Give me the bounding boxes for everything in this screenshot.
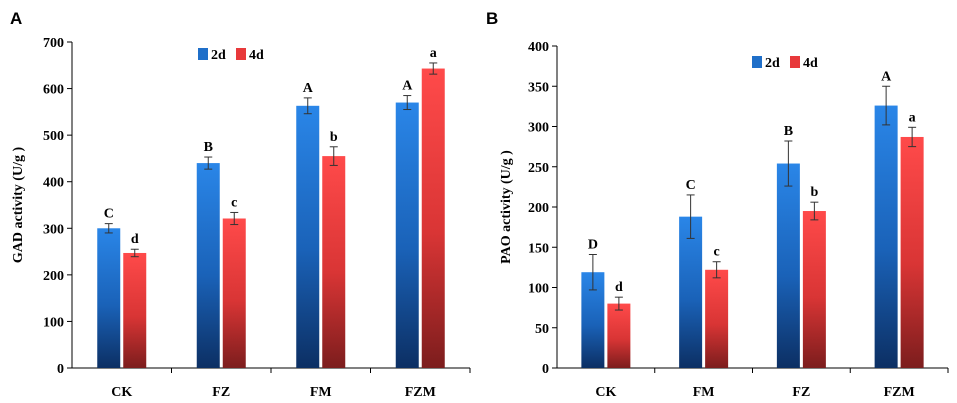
y-tick-label: 250 <box>528 161 549 176</box>
bar-2d-fm <box>296 105 320 368</box>
y-axis-label: GAD activity (U/g ) <box>11 147 26 264</box>
bar-2d-fzm <box>395 102 419 369</box>
significance-label: C <box>686 178 696 193</box>
bar-4d-fm <box>705 269 729 368</box>
x-category-label: CK <box>595 385 616 400</box>
y-tick-label: 50 <box>535 322 549 337</box>
bar-4d-fz <box>222 218 246 368</box>
x-category-label: FZM <box>884 385 915 400</box>
significance-label: a <box>909 110 916 125</box>
legend-label-4d: 4d <box>249 48 264 63</box>
bar-2d-fz <box>776 163 800 368</box>
y-tick-label: 400 <box>43 176 64 191</box>
y-tick-label: 200 <box>43 269 64 284</box>
legend-swatch-2d <box>198 48 208 60</box>
bar-2d-ck <box>97 228 121 368</box>
y-tick-label: 0 <box>542 362 549 377</box>
y-tick-label: 150 <box>528 241 549 256</box>
y-tick-label: 100 <box>43 315 64 330</box>
y-tick-label: 350 <box>528 80 549 95</box>
panel-letter-a: A <box>10 9 22 28</box>
significance-label: B <box>784 124 793 139</box>
significance-label: A <box>881 69 892 84</box>
significance-label: A <box>303 81 314 96</box>
bar-2d-fm <box>679 216 703 368</box>
panel-letter-b: B <box>486 9 498 28</box>
y-tick-label: 600 <box>43 83 64 98</box>
legend-swatch-2d <box>752 56 762 68</box>
bar-4d-fzm <box>421 68 445 368</box>
significance-label: d <box>131 232 139 247</box>
y-tick-label: 500 <box>43 129 64 144</box>
x-category-label: CK <box>111 385 132 400</box>
chart-a: 0 100 200 300 400 500 600 700 GAD activity (U/g … <box>11 36 471 400</box>
significance-label: A <box>402 79 413 94</box>
y-tick-label: 100 <box>528 282 549 297</box>
y-tick-label: 400 <box>528 40 549 55</box>
bar-4d-fzm <box>900 136 924 368</box>
significance-label: c <box>231 195 237 210</box>
legend-swatch-4d <box>790 56 800 68</box>
legend-label-4d: 4d <box>803 56 818 71</box>
x-category-label: FM <box>310 385 332 400</box>
significance-label: a <box>430 46 437 61</box>
significance-label: b <box>330 130 338 145</box>
significance-label: b <box>810 185 818 200</box>
x-category-label: FZM <box>405 385 436 400</box>
y-tick-label: 300 <box>43 222 64 237</box>
legend-swatch-4d <box>236 48 246 60</box>
bar-4d-fz <box>802 211 826 368</box>
bar-4d-fm <box>322 156 346 368</box>
y-tick-label: 200 <box>528 201 549 216</box>
x-category-label: FZ <box>212 385 230 400</box>
significance-label: c <box>714 245 720 260</box>
bar-4d-ck <box>123 252 147 368</box>
bar-4d-ck <box>607 303 631 368</box>
x-category-label: FZ <box>792 385 810 400</box>
bar-2d-ck <box>581 272 605 368</box>
y-tick-label: 700 <box>43 36 64 51</box>
y-tick-label: 300 <box>528 121 549 136</box>
bar-2d-fzm <box>874 105 898 368</box>
x-category-label: FM <box>693 385 715 400</box>
significance-label: B <box>204 140 213 155</box>
bar-2d-fz <box>196 163 220 368</box>
significance-label: d <box>615 280 623 295</box>
chart-b: 0 50 100 150 200 250 300 350 400 PAO activity (U/… <box>499 40 949 400</box>
y-tick-label: 0 <box>57 362 64 377</box>
legend-label-2d: 2d <box>211 48 226 63</box>
significance-label: D <box>588 237 598 252</box>
significance-label: C <box>104 207 114 222</box>
legend-label-2d: 2d <box>765 56 780 71</box>
y-axis-label: PAO activity (U/g ) <box>499 150 514 264</box>
